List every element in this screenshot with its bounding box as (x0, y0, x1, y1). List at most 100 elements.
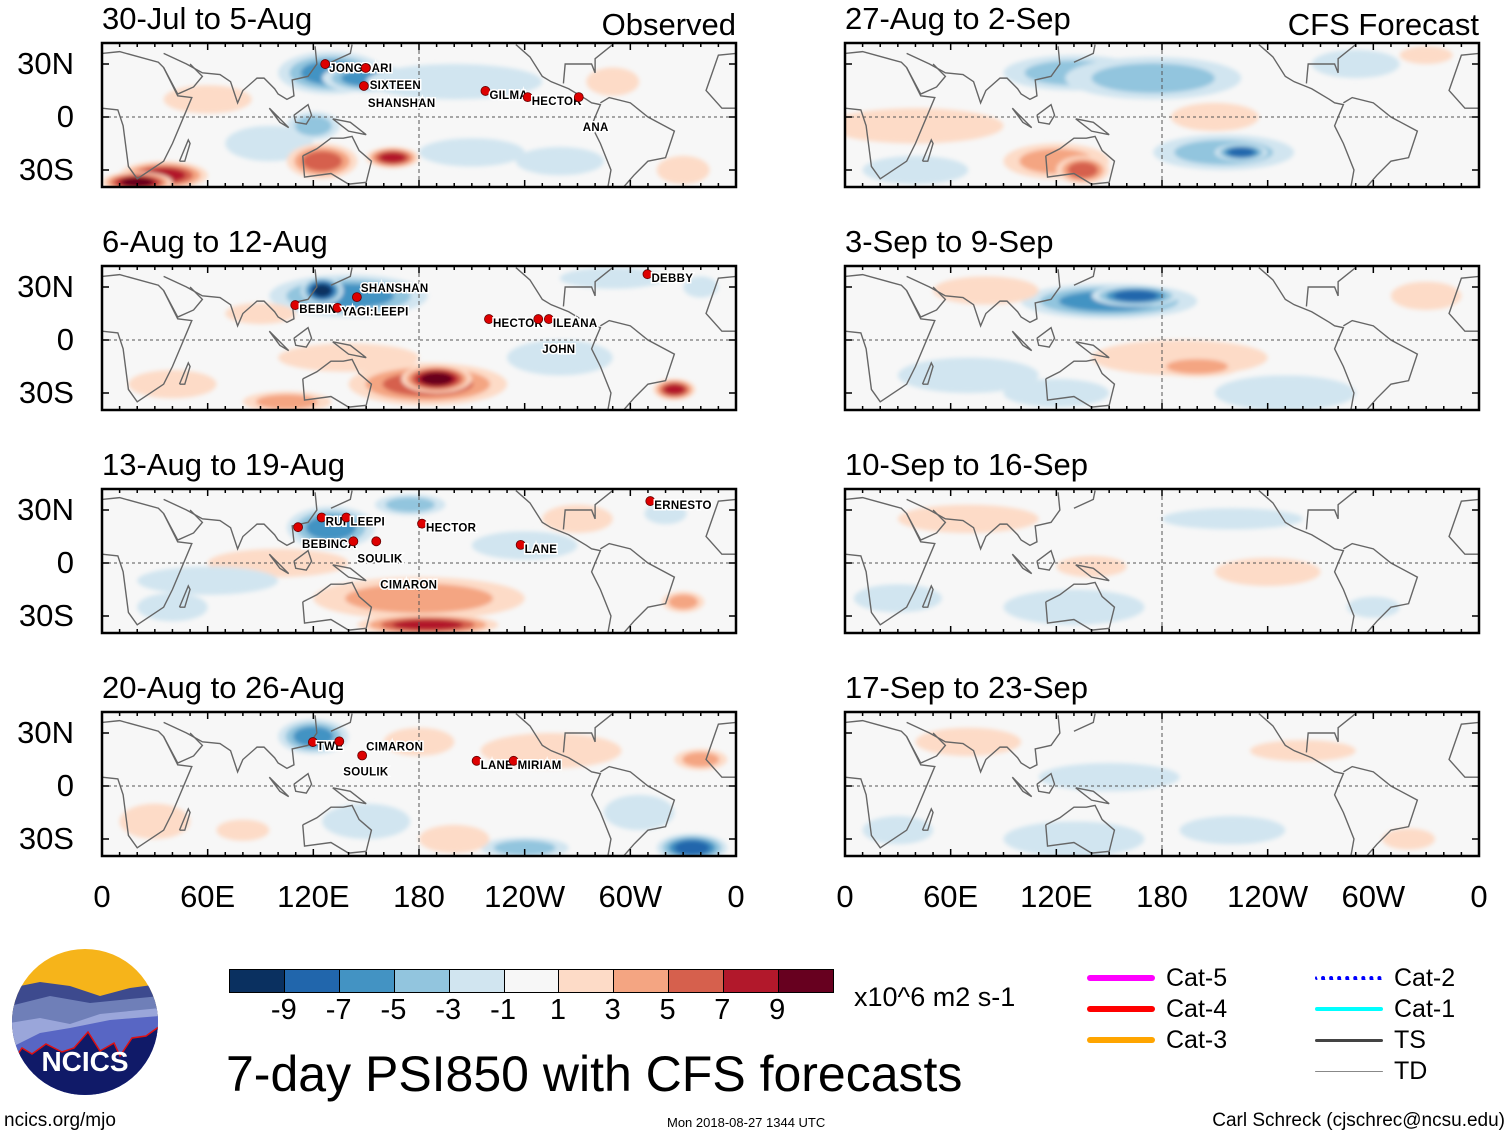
anomaly-contour (682, 752, 720, 767)
anomaly-contour (366, 64, 543, 100)
lon-label: 120E (1020, 879, 1093, 914)
coastline (163, 509, 204, 541)
anomaly-contour (163, 85, 252, 114)
lat-label: 0 (56, 768, 74, 803)
anomaly-contour (121, 177, 154, 187)
storm-marker-icon (543, 314, 554, 324)
coastline (906, 732, 947, 764)
coastline (906, 286, 947, 318)
panel-title: 3-Sep to 9-Sep (845, 224, 1054, 259)
coastline (705, 498, 736, 555)
anomaly-contour (312, 284, 332, 297)
coastline (163, 63, 204, 95)
psi850-map: BEBIN YAGI:LEEPI SHANSHAN HECTOR JOHN ILEANA D… (100, 264, 738, 412)
lon-label: 0 (1470, 879, 1488, 914)
coastline (515, 713, 612, 856)
lon-label: 180 (393, 879, 445, 914)
colorbar-tick-label: 9 (769, 994, 786, 1026)
lon-label: 180 (1136, 879, 1188, 914)
storm-label: HECTOR (426, 523, 477, 535)
legend-line-cat-1 (1315, 1007, 1383, 1011)
coastline (921, 361, 934, 385)
anomaly-contour (1067, 161, 1098, 179)
anomaly-contour (862, 816, 934, 845)
storm-marker-icon (480, 86, 491, 96)
footer-url[interactable]: ncics.org/mjo (4, 1110, 116, 1131)
anomaly-contour (419, 824, 490, 854)
coastline (705, 721, 736, 778)
colorbar-swatch (558, 970, 614, 992)
storm-marker-icon (359, 81, 369, 91)
storm-label: SOULIK (357, 553, 403, 565)
colorbar-swatch (503, 970, 559, 992)
storm-marker-icon (316, 512, 327, 523)
coastline (268, 776, 290, 798)
coastline (921, 584, 934, 608)
lat-label: 30S (18, 152, 74, 187)
footer-author: Carl Schreck (cjschrec@ncsu.edu) (1212, 1110, 1505, 1131)
lon-label: 120W (484, 879, 566, 914)
storm-marker-icon (645, 496, 656, 506)
coastline (163, 715, 318, 774)
storm-marker-icon (533, 314, 544, 324)
anomaly-contour (294, 115, 332, 136)
coastline (330, 44, 353, 63)
anomaly-contour (507, 340, 613, 376)
legend-line-cat-3 (1087, 1037, 1155, 1043)
coastline (302, 358, 373, 408)
coastline (1258, 490, 1355, 633)
coastline (705, 275, 736, 332)
coastline (102, 273, 193, 403)
storm-marker-icon (290, 300, 301, 310)
storm-marker-icon (320, 59, 331, 69)
colorbar-tick-label: 1 (549, 994, 566, 1026)
colorbar-tick-label: 7 (714, 994, 731, 1026)
coastline (600, 319, 676, 410)
colorbar-tick-label: -3 (435, 994, 462, 1026)
colorbar-tick-label: 3 (604, 994, 621, 1026)
legend-line-cat-2 (1315, 976, 1383, 980)
anomaly-contour (644, 502, 687, 525)
coastline (178, 138, 191, 162)
storm-label: HECTOR (532, 96, 583, 108)
coastline (906, 46, 1061, 105)
anomaly-contour (656, 155, 710, 185)
coastline (515, 44, 612, 187)
colorbar-swatch (778, 970, 833, 992)
storm-label: JONGDARI (329, 63, 392, 75)
coastline (515, 267, 612, 410)
colorbar-swatch (668, 970, 724, 992)
storm-label: LEEPI (350, 516, 385, 528)
storm-marker-icon (307, 737, 318, 747)
coastline (600, 765, 676, 856)
lat-label: 30N (17, 715, 74, 750)
coastline (1073, 44, 1096, 63)
storm-marker-icon (417, 518, 427, 529)
coastline (1045, 358, 1116, 408)
coastline (1448, 52, 1479, 109)
anomaly-contour (674, 840, 710, 855)
storm-marker-icon (360, 63, 371, 73)
anomaly-contour (379, 152, 406, 163)
coastline (1305, 267, 1357, 307)
lat-label: 30N (17, 269, 74, 304)
legend-label: Cat-3 (1166, 1026, 1228, 1054)
storm-marker-icon (332, 302, 343, 313)
storm-label: ERNESTO (654, 500, 711, 512)
psi850-map (843, 264, 1481, 412)
coastline (293, 549, 313, 571)
panel-title: 20-Aug to 26-Aug (102, 670, 346, 705)
panel-title: 10-Sep to 16-Sep (845, 447, 1089, 482)
anomaly-contour (515, 147, 604, 176)
legend-line-cat-5 (1087, 975, 1155, 981)
storm-label: CIMARON (366, 742, 423, 754)
coastline (1075, 118, 1110, 136)
anomaly-contour (1056, 555, 1127, 578)
anomaly-contour (683, 276, 719, 298)
colorbar-swatch (393, 970, 449, 992)
lat-label: 30S (18, 598, 74, 633)
legend-label: Cat-5 (1166, 964, 1228, 992)
coastline (1045, 135, 1116, 185)
lon-label: 0 (836, 879, 854, 914)
storm-marker-icon (334, 736, 345, 747)
